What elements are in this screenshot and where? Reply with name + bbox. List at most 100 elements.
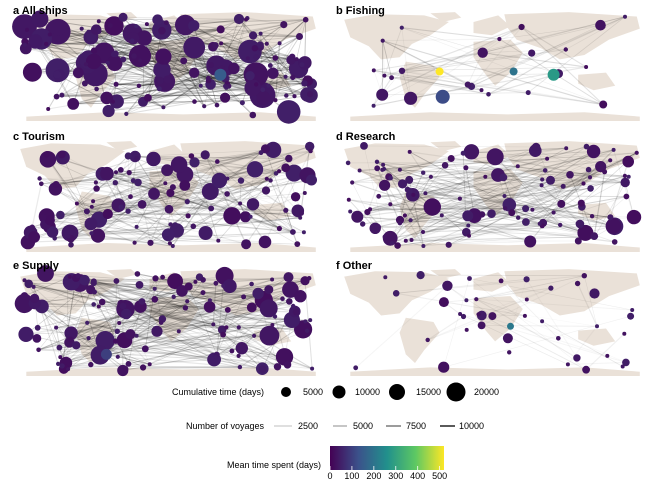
voyage-edge	[391, 77, 489, 95]
voyage-edge	[34, 297, 313, 370]
port-node	[37, 265, 54, 282]
voyage-edge	[495, 156, 626, 184]
port-node	[277, 41, 282, 46]
voyage-edge	[153, 193, 301, 219]
voyage-edge	[397, 216, 635, 246]
port-node	[28, 34, 43, 49]
port-node	[345, 160, 351, 166]
voyage-edge	[136, 335, 232, 352]
port-node	[46, 107, 51, 111]
voyage-edge	[125, 280, 306, 310]
port-node	[134, 271, 141, 277]
voyage-edge	[381, 40, 384, 95]
voyage-edge	[93, 303, 224, 336]
port-node	[249, 111, 257, 119]
land-mass	[350, 367, 640, 376]
voyage-edge	[100, 335, 270, 356]
voyage-edge	[401, 27, 412, 99]
port-node	[266, 83, 271, 88]
land-mass	[75, 317, 116, 363]
voyage-edge	[46, 174, 308, 217]
voyage-edge	[382, 40, 393, 78]
voyage-edge	[87, 293, 259, 324]
voyage-edge	[128, 319, 311, 365]
nodes	[345, 142, 642, 249]
port-node	[376, 88, 389, 101]
port-node	[388, 175, 393, 181]
port-node	[90, 228, 106, 243]
voyage-edge	[468, 225, 543, 237]
voyage-edge	[24, 302, 144, 369]
land-mass	[473, 15, 511, 36]
voyage-edge	[84, 82, 201, 87]
port-node	[551, 210, 556, 215]
port-node	[223, 207, 241, 225]
voyage-edge	[167, 170, 305, 233]
port-node	[122, 366, 129, 372]
port-node	[558, 222, 563, 228]
voyage-edge	[402, 182, 626, 185]
port-node	[163, 75, 172, 84]
voyage-edge	[459, 197, 506, 210]
voyage-edge	[259, 44, 286, 78]
port-node	[566, 171, 574, 179]
port-node	[188, 153, 195, 159]
voyage-edge	[518, 216, 611, 219]
voyage-edge	[466, 287, 551, 301]
port-node	[175, 14, 196, 36]
port-node	[282, 281, 299, 298]
port-node	[542, 168, 548, 173]
port-node	[407, 149, 412, 154]
voyage-edge	[92, 150, 311, 202]
voyage-edge	[47, 159, 88, 212]
voyage-edge	[504, 176, 591, 197]
voyage-edge	[126, 313, 311, 321]
port-node	[179, 180, 191, 191]
port-node	[190, 223, 197, 230]
voyage-edge	[388, 176, 615, 227]
voyage-edge	[41, 174, 185, 185]
port-node	[565, 362, 570, 367]
voyage-edge	[481, 325, 598, 327]
voyage-edge	[357, 174, 499, 218]
port-node	[144, 22, 149, 27]
voyage-edge	[525, 175, 626, 209]
port-node	[84, 217, 98, 231]
voyage-edge	[373, 69, 604, 106]
voyage-edge	[204, 154, 266, 243]
land-mass	[26, 367, 316, 376]
port-node	[463, 144, 480, 160]
voyage-edge	[166, 237, 219, 242]
voyage-edge	[136, 335, 285, 358]
voyage-edge	[97, 164, 180, 237]
port-node	[102, 104, 115, 118]
port-node	[252, 287, 264, 300]
voyage-edge	[59, 334, 270, 349]
voyage-edge	[76, 203, 92, 208]
port-node	[305, 141, 315, 152]
port-node	[72, 67, 84, 79]
port-node	[85, 320, 90, 325]
voyage-edge	[262, 19, 307, 96]
port-node	[292, 308, 300, 316]
voyage-edge	[348, 199, 531, 243]
voyage-edge	[120, 169, 280, 229]
voyage-edge	[535, 146, 562, 205]
voyage-edge	[129, 158, 138, 197]
voyage-edge	[468, 222, 544, 226]
port-node	[141, 345, 149, 353]
port-node	[258, 235, 272, 249]
voyage-edge	[377, 225, 615, 228]
voyage-edge	[61, 276, 163, 367]
voyage-edge	[482, 49, 566, 53]
voyage-edge	[476, 298, 578, 359]
port-node	[599, 100, 608, 109]
port-node	[220, 92, 231, 103]
port-node	[132, 240, 137, 245]
port-node	[66, 367, 71, 372]
port-node	[79, 26, 84, 31]
port-node	[158, 26, 166, 35]
port-node	[91, 199, 96, 204]
port-node	[105, 60, 110, 65]
port-node-highlight	[214, 68, 227, 81]
